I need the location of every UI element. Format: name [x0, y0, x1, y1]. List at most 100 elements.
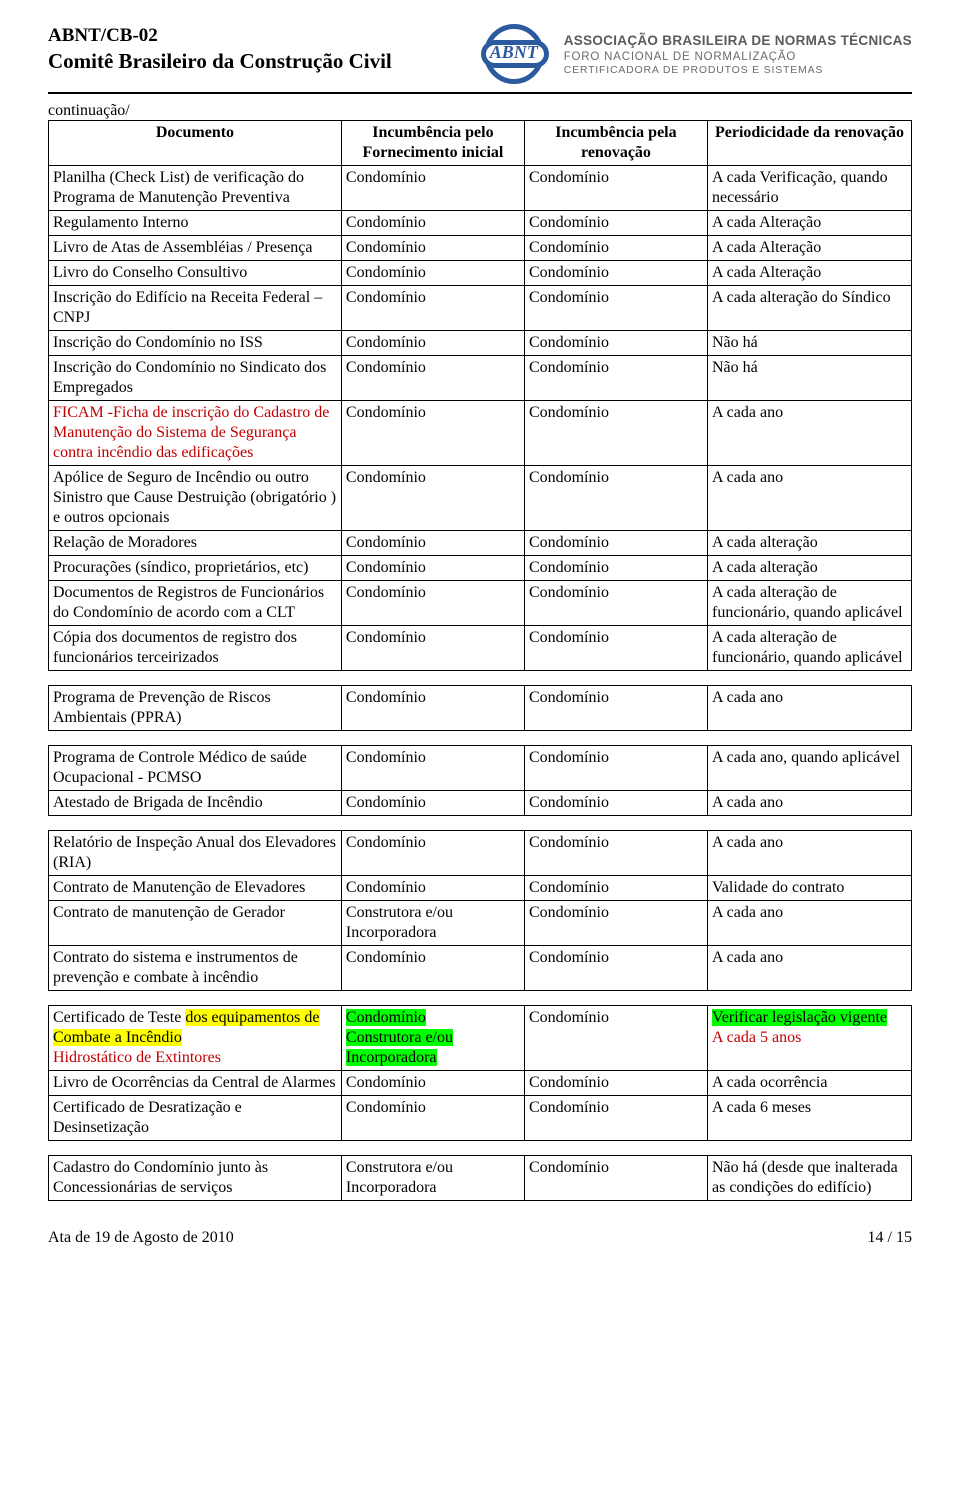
table-cell: Não há — [707, 356, 911, 401]
table-row: Cópia dos documentos de registro dos fun… — [49, 626, 912, 671]
table-row: Certificado de Desratização e Desinsetiz… — [49, 1096, 912, 1141]
table-cell: Condomínio — [524, 401, 707, 466]
table-cell: Condomínio — [524, 946, 707, 991]
col-fornecimento: Incumbência pelo Fornecimento inicial — [341, 121, 524, 166]
table-row: Regulamento InternoCondomínioCondomínioA… — [49, 211, 912, 236]
table-cell: Condomínio — [341, 1071, 524, 1096]
table-row: Documentos de Registros de Funcionários … — [49, 581, 912, 626]
table-cell: Condomínio — [524, 211, 707, 236]
table-cell: Não há — [707, 331, 911, 356]
table-cell: Condomínio — [524, 261, 707, 286]
table-cell: Condomínio — [341, 211, 524, 236]
table-header-row: Documento Incumbência pelo Fornecimento … — [49, 121, 912, 166]
col-periodicidade: Periodicidade da renovação — [707, 121, 911, 166]
assoc-line1: ASSOCIAÇÃO BRASILEIRA DE NORMAS TÉCNICAS — [564, 33, 912, 50]
table-row: Programa de Controle Médico de saúde Ocu… — [49, 746, 912, 791]
table-cell: Programa de Prevenção de Riscos Ambienta… — [49, 686, 342, 731]
page: ABNT/CB-02 Comitê Brasileiro da Construç… — [0, 0, 960, 1267]
table-cell: Condomínio — [341, 876, 524, 901]
table-cell: Livro de Ocorrências da Central de Alarm… — [49, 1071, 342, 1096]
table-cell: Inscrição do Condomínio no Sindicato dos… — [49, 356, 342, 401]
table-cell: Condomínio — [341, 531, 524, 556]
table-cell: Condomínio — [524, 791, 707, 816]
table-row: FICAM -Ficha de inscrição do Cadastro de… — [49, 401, 912, 466]
spacer-row — [49, 671, 912, 686]
table-cell: Condomínio — [341, 466, 524, 531]
table-cell: Condomínio — [524, 626, 707, 671]
assoc-line2: FORO NACIONAL DE NORMALIZAÇÃO — [564, 50, 912, 64]
table-cell: A cada ano — [707, 401, 911, 466]
committee-name: Comitê Brasileiro da Construção Civil — [48, 48, 392, 74]
table-cell: A cada ano — [707, 946, 911, 991]
table-row: Procurações (síndico, proprietários, etc… — [49, 556, 912, 581]
table-cell: Condomínio — [341, 356, 524, 401]
org-code: ABNT/CB-02 — [48, 24, 392, 48]
table-cell: A cada Alteração — [707, 261, 911, 286]
table-cell: Não há (desde que inalterada as condiçõe… — [707, 1156, 911, 1201]
table-cell: Verificar legislação vigenteA cada 5 ano… — [707, 1006, 911, 1071]
table-cell: CondomínioConstrutora e/ou Incorporadora — [341, 1006, 524, 1071]
table-cell: Condomínio — [341, 831, 524, 876]
table-cell: Condomínio — [341, 556, 524, 581]
table-cell: Livro de Atas de Assembléias / Presença — [49, 236, 342, 261]
table-cell: Condomínio — [524, 331, 707, 356]
footer-right: 14 / 15 — [868, 1229, 912, 1247]
table-cell: Relação de Moradores — [49, 531, 342, 556]
table-cell: Livro do Conselho Consultivo — [49, 261, 342, 286]
table-cell: Planilha (Check List) de verificação do … — [49, 166, 342, 211]
spacer-row — [49, 816, 912, 831]
table-cell: Condomínio — [341, 1096, 524, 1141]
table-cell: Condomínio — [524, 876, 707, 901]
table-cell: Condomínio — [524, 556, 707, 581]
table-cell: Condomínio — [524, 1156, 707, 1201]
continuation-label: continuação/ — [48, 102, 912, 120]
table-row: Inscrição do Condomínio no ISS Condomínio… — [49, 331, 912, 356]
table-cell: Condomínio — [341, 626, 524, 671]
table-cell: Condomínio — [524, 466, 707, 531]
table-row: Planilha (Check List) de verificação do … — [49, 166, 912, 211]
table-row: Contrato de Manutenção de ElevadoresCond… — [49, 876, 912, 901]
table-cell: A cada ano — [707, 831, 911, 876]
table-row: Livro do Conselho ConsultivoCondomínioCo… — [49, 261, 912, 286]
spacer-row — [49, 731, 912, 746]
table-row: Livro de Atas de Assembléias / Presença C… — [49, 236, 912, 261]
table-cell: Inscrição do Condomínio no ISS — [49, 331, 342, 356]
table-cell: Construtora e/ou Incorporadora — [341, 1156, 524, 1201]
table-cell: A cada alteração — [707, 531, 911, 556]
table-body: Planilha (Check List) de verificação do … — [49, 166, 912, 1201]
table-row: Relatório de Inspeção Anual dos Elevador… — [49, 831, 912, 876]
table-cell: Condomínio — [524, 746, 707, 791]
table-cell: Condomínio — [341, 746, 524, 791]
table-cell: Condomínio — [524, 831, 707, 876]
table-cell: Procurações (síndico, proprietários, etc… — [49, 556, 342, 581]
table-cell: Condomínio — [524, 166, 707, 211]
abnt-logo-text: ABNT — [478, 42, 550, 63]
table-cell: Condomínio — [524, 901, 707, 946]
table-cell: Cadastro do Condomínio junto às Concessi… — [49, 1156, 342, 1201]
table-cell: A cada Verificação, quando necessário — [707, 166, 911, 211]
table-cell: A cada ano, quando aplicável — [707, 746, 911, 791]
table-cell: Condomínio — [524, 236, 707, 261]
table-cell: Cópia dos documentos de registro dos fun… — [49, 626, 342, 671]
table-cell: Condomínio — [524, 1096, 707, 1141]
abnt-logo-icon: ABNT — [478, 24, 550, 86]
table-row: Contrato do sistema e instrumentos de pr… — [49, 946, 912, 991]
table-cell: A cada ano — [707, 901, 911, 946]
table-cell: A cada ano — [707, 791, 911, 816]
footer-left: Ata de 19 de Agosto de 2010 — [48, 1229, 234, 1247]
documents-table: Documento Incumbência pelo Fornecimento … — [48, 120, 912, 1201]
table-cell: Inscrição do Edifício na Receita Federal… — [49, 286, 342, 331]
table-cell: A cada Alteração — [707, 211, 911, 236]
logo-block: ABNT ASSOCIAÇÃO BRASILEIRA DE NORMAS TÉC… — [478, 24, 912, 86]
table-cell: Construtora e/ou Incorporadora — [341, 901, 524, 946]
table-cell: Condomínio — [341, 401, 524, 466]
table-row: Relação de MoradoresCondomínioCondomínio… — [49, 531, 912, 556]
page-footer: Ata de 19 de Agosto de 2010 14 / 15 — [48, 1229, 912, 1247]
org-block: ABNT/CB-02 Comitê Brasileiro da Construç… — [48, 24, 392, 74]
table-cell: A cada ano — [707, 466, 911, 531]
table-cell: Regulamento Interno — [49, 211, 342, 236]
table-cell: Atestado de Brigada de Incêndio — [49, 791, 342, 816]
spacer-row — [49, 991, 912, 1006]
table-cell: Relatório de Inspeção Anual dos Elevador… — [49, 831, 342, 876]
table-cell: Condomínio — [524, 686, 707, 731]
